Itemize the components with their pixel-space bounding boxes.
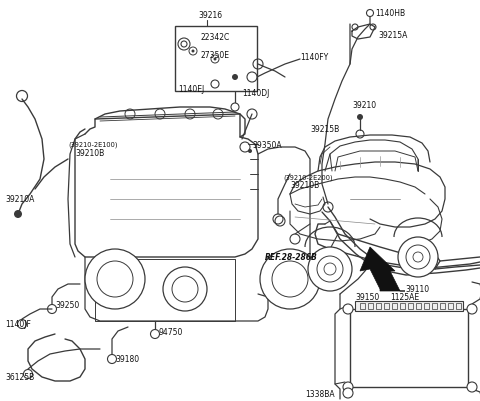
Circle shape [248,150,252,154]
Circle shape [367,10,373,18]
Bar [392,303,397,309]
Circle shape [214,59,216,61]
Text: 39210A: 39210A [5,195,35,204]
Text: 39210: 39210 [352,100,376,109]
Text: 36125B: 36125B [5,373,34,381]
Text: 39150: 39150 [355,293,379,302]
Text: 39215A: 39215A [378,30,408,39]
Circle shape [192,51,194,53]
Circle shape [398,237,438,277]
Bar [376,303,381,309]
Bar [400,303,405,309]
Text: (39210-2E200): (39210-2E200) [283,174,333,181]
Text: 1140JF: 1140JF [5,320,31,329]
Text: 1140FY: 1140FY [300,53,328,61]
Text: REF.28-286B: REF.28-286B [265,252,318,261]
Circle shape [14,211,22,219]
Circle shape [260,249,320,309]
Text: 39350A: 39350A [252,140,282,149]
Text: (39210-2E100): (39210-2E100) [68,142,118,148]
Circle shape [163,267,207,311]
Circle shape [232,75,238,81]
Bar [355,301,463,311]
Bar [350,309,468,387]
Circle shape [343,382,353,392]
Text: 39250: 39250 [55,301,79,310]
Bar [456,303,461,309]
Circle shape [308,247,352,291]
Bar [432,303,437,309]
Text: 39215B: 39215B [310,125,339,134]
Text: 1140EJ: 1140EJ [178,85,204,94]
Circle shape [85,249,145,309]
Bar [175,27,257,92]
Text: 27350E: 27350E [200,51,229,59]
Text: 39216: 39216 [198,12,222,20]
Bar [408,303,413,309]
Circle shape [467,382,477,392]
Text: 1140DJ: 1140DJ [242,88,269,97]
Bar [368,303,373,309]
Text: 22342C: 22342C [200,33,229,43]
Bar [424,303,429,309]
Bar [360,303,365,309]
Bar [384,303,389,309]
Text: 39110: 39110 [405,285,429,294]
Circle shape [467,304,477,314]
Circle shape [357,115,363,121]
Text: 39180: 39180 [115,354,139,364]
Circle shape [231,104,239,112]
Bar [416,303,421,309]
Circle shape [343,304,353,314]
Text: 1140HB: 1140HB [375,10,405,18]
Polygon shape [360,247,405,291]
Text: 1125AE: 1125AE [390,293,419,302]
Text: 39210B: 39210B [75,149,104,158]
Text: 39210B: 39210B [290,181,319,190]
Circle shape [343,388,353,398]
Text: 1338BA: 1338BA [305,389,335,399]
Text: 94750: 94750 [158,328,182,337]
Bar [448,303,453,309]
Bar [440,303,445,309]
